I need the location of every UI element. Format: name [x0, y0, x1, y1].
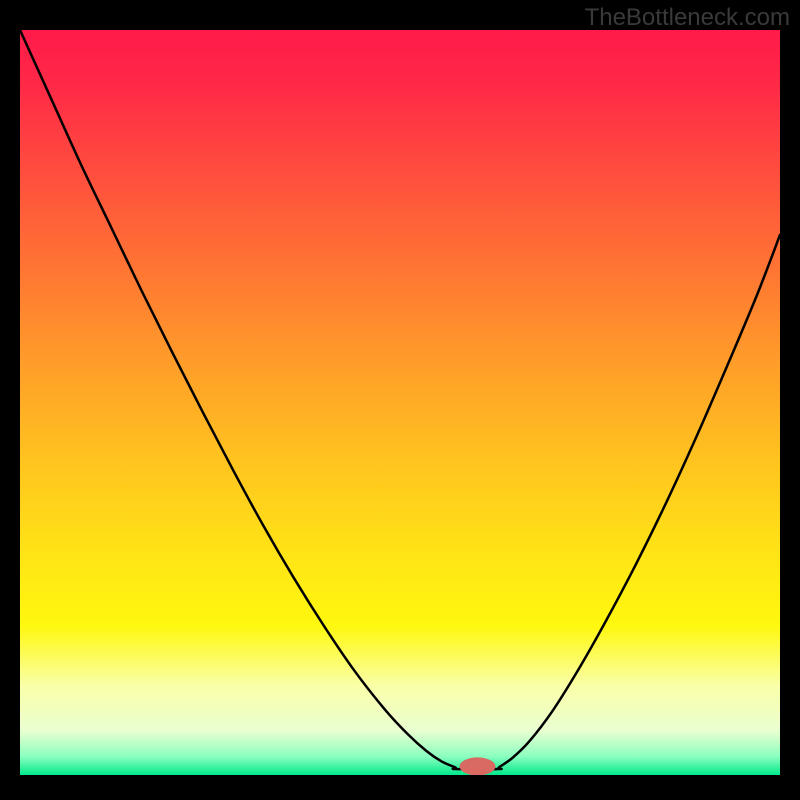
optimal-point-marker [460, 757, 496, 775]
watermark-text: TheBottleneck.com [585, 4, 790, 32]
bottleneck-chart [20, 30, 780, 775]
chart-container: TheBottleneck.com [0, 0, 800, 800]
gradient-background [20, 30, 780, 775]
